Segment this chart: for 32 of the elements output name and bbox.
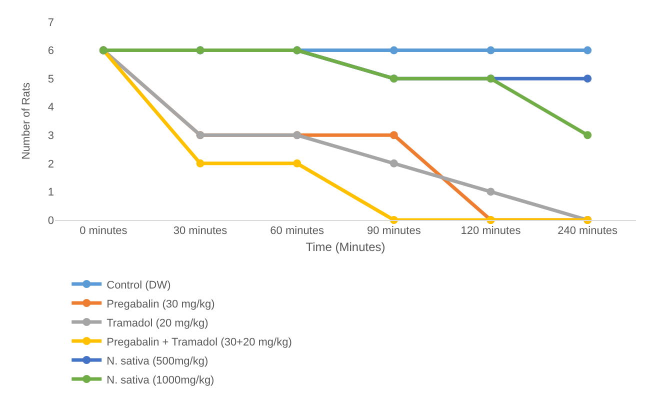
y-tick-label: 2: [48, 158, 54, 170]
y-tick-label: 3: [48, 130, 54, 142]
point: [390, 131, 398, 140]
legend-label: N. sativa (1000mg/kg): [106, 374, 214, 386]
x-tick-label: 90 minutes: [367, 225, 422, 238]
legend-label: N. sativa (500mg/kg): [106, 355, 208, 368]
y-axis-title: Number of Rats: [20, 82, 33, 160]
point: [390, 46, 398, 54]
y-tick-label: 5: [48, 73, 54, 86]
point: [584, 131, 592, 140]
point: [486, 188, 495, 196]
x-axis-title: Time (Minutes): [306, 240, 386, 254]
x-tick-label: 120 minutes: [460, 225, 522, 238]
legend-label: Pregabalin + Tramadol (30+20 mg/kg): [106, 336, 292, 348]
x-tick-label: 30 minutes: [173, 225, 228, 238]
point: [390, 159, 398, 168]
point: [584, 74, 592, 83]
legend-label: Tramadol (20 mg/kg): [106, 317, 208, 330]
y-tick-label: 6: [48, 45, 54, 58]
legend-label: Control (DW): [106, 279, 171, 292]
point: [486, 46, 495, 54]
x-tick-label: 0 minutes: [80, 225, 128, 238]
point: [293, 159, 302, 168]
point: [196, 159, 204, 168]
y-tick-label: 0: [48, 214, 54, 227]
x-tick-label: 60 minutes: [270, 225, 324, 238]
x-tick-label: 240 minutes: [558, 225, 618, 238]
y-tick-label: 7: [48, 16, 54, 29]
legend-label: Pregabalin (30 mg/kg): [106, 298, 215, 310]
y-tick-label: 4: [48, 102, 54, 114]
y-tick-label: 1: [48, 186, 54, 199]
point: [584, 46, 592, 54]
